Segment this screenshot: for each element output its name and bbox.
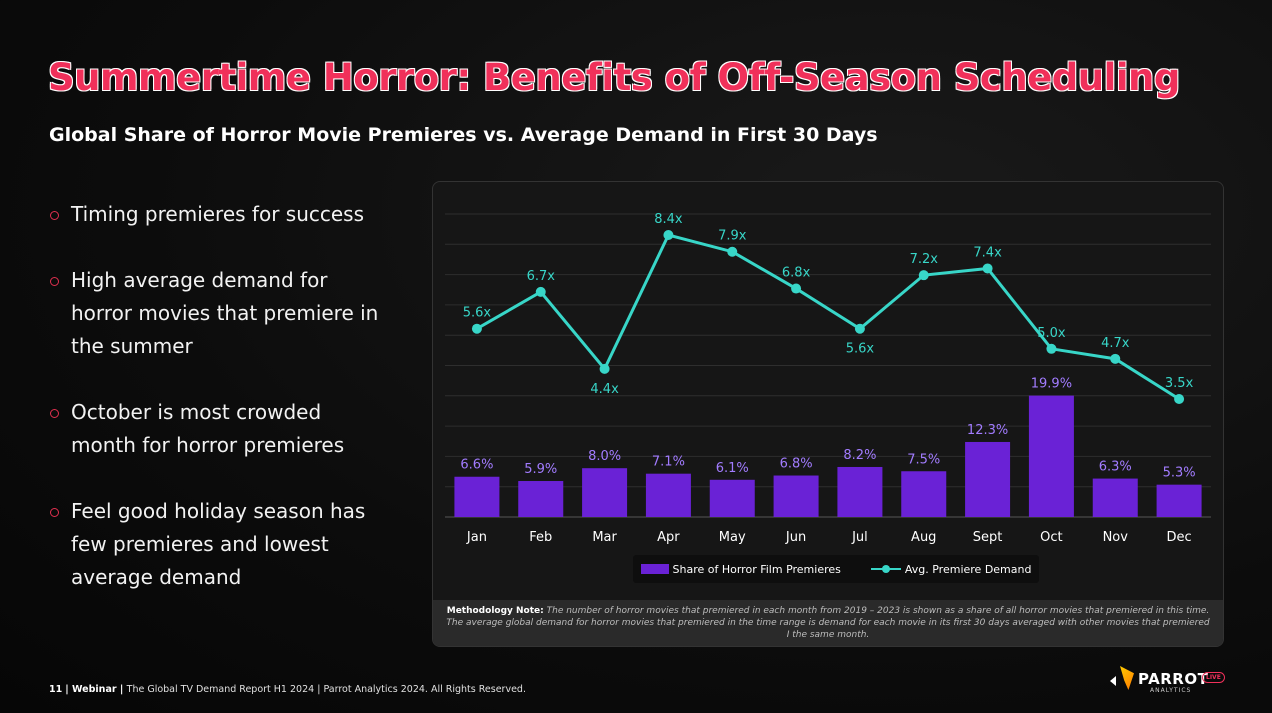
play-triangle-icon (1110, 676, 1116, 686)
line-point-aug (918, 270, 929, 281)
legend-item-line: Avg. Premiere Demand (870, 562, 1032, 576)
footer-report: The Global TV Demand Report H1 2024 (126, 684, 315, 695)
page-title: Summertime Horror: Benefits of Off-Seaso… (48, 56, 1180, 99)
line-point-jan (471, 323, 482, 334)
bullet-text: High average demand for horror movies th… (71, 268, 379, 358)
line-label: 5.0x (1037, 326, 1066, 341)
methodology-label: Methodology Note: (446, 606, 544, 616)
page-subtitle: Global Share of Horror Movie Premieres v… (49, 124, 878, 146)
line-point-sept (982, 263, 993, 274)
line-point-feb (535, 286, 546, 297)
bar-label: 5.3% (1163, 466, 1196, 481)
bar-label: 19.9% (1031, 377, 1072, 392)
x-tick-label: Sept (973, 530, 1003, 545)
bar-jan (454, 476, 500, 517)
bullet-dot-icon (50, 409, 59, 418)
line-point-jul (854, 323, 865, 334)
bar-label: 7.1% (652, 455, 685, 470)
line-label: 7.4x (973, 245, 1002, 260)
line-label: 6.8x (782, 266, 811, 281)
legend-line-label: Avg. Premiere Demand (904, 562, 1032, 576)
chart-legend: Share of Horror Film Premieres Avg. Prem… (633, 555, 1039, 583)
parrot-mark-icon (1120, 666, 1134, 690)
bullet-list: Timing premieres for success High averag… (48, 198, 388, 594)
combo-chart: 6.6% Jan 5.9% Feb 8.0% Mar 7.1% Apr 6.1% May 6.8% J… (445, 212, 1211, 545)
line-point-mar (599, 363, 610, 374)
x-tick-label: Jun (785, 530, 806, 545)
live-badge: LIVE (1202, 672, 1225, 683)
methodology-note: Methodology Note: The number of horror m… (433, 600, 1223, 646)
x-tick-label: Apr (657, 530, 680, 545)
bullet-dot-icon (50, 508, 59, 517)
line-point-oct (1046, 343, 1057, 354)
demand-line (476, 233, 1180, 401)
bar-label: 6.3% (1099, 460, 1132, 475)
logo-name: PARROT (1138, 670, 1209, 688)
bar-label: 8.2% (843, 448, 876, 463)
line-label: 4.7x (1101, 336, 1130, 351)
bar-label: 6.6% (460, 458, 493, 473)
bar-label: 12.3% (967, 423, 1008, 438)
x-tick-label: Oct (1040, 530, 1062, 545)
footer-section: Webinar (72, 684, 117, 695)
x-tick-label: Jan (466, 530, 487, 545)
line-label: 3.5x (1165, 376, 1194, 391)
x-tick-label: Nov (1103, 530, 1129, 545)
line-point-apr (663, 230, 674, 240)
parrot-logo: PARROT ANALYTICS LIVE (1110, 666, 1230, 696)
bullet-text: October is most crowded month for horror… (71, 400, 345, 457)
bar-label: 5.9% (524, 462, 557, 477)
footer-page-number: 11 (49, 684, 63, 695)
bullet-item: October is most crowded month for horror… (48, 396, 388, 462)
legend-item-bars: Share of Horror Film Premieres (640, 562, 841, 576)
x-tick-label: Dec (1167, 530, 1192, 545)
bar-feb (518, 481, 564, 517)
line-label: 7.2x (910, 252, 939, 267)
bar-label: 8.0% (588, 449, 621, 464)
bullet-text: Timing premieres for success (71, 202, 365, 226)
line-point-may (727, 246, 738, 257)
line-label: 6.7x (527, 269, 556, 284)
line-point-jun (791, 283, 802, 294)
bullet-dot-icon (50, 277, 59, 286)
bar-jul (837, 466, 883, 517)
bullet-item: High average demand for horror movies th… (48, 264, 388, 363)
legend-line-swatch (870, 565, 901, 573)
footer: 11 | Webinar | The Global TV Demand Repo… (49, 684, 526, 695)
bar-mar (582, 468, 628, 517)
footer-rights: Parrot Analytics 2024. All Rights Reserv… (323, 684, 526, 695)
bar-aug (901, 471, 947, 517)
bar-dec (1156, 484, 1202, 517)
line-label: 8.4x (654, 212, 683, 227)
chart-panel: 6.6% Jan 5.9% Feb 8.0% Mar 7.1% Apr 6.1% May 6.8% J… (432, 181, 1224, 647)
x-tick-label: May (719, 530, 746, 545)
bar-may (709, 479, 755, 517)
bar-jun (773, 475, 819, 517)
bullet-text: Feel good holiday season has few premier… (71, 499, 366, 589)
line-label: 5.6x (846, 342, 875, 357)
bar-label: 7.5% (907, 452, 940, 467)
line-label: 5.6x (463, 306, 492, 321)
line-label: 7.9x (718, 229, 747, 244)
methodology-text: The number of horror movies that premier… (446, 606, 1210, 640)
x-tick-label: Feb (529, 530, 552, 545)
x-tick-label: Aug (911, 530, 936, 545)
bar-apr (645, 473, 691, 517)
x-tick-label: Jul (851, 530, 868, 545)
bar-label: 6.8% (780, 457, 813, 472)
line-point-dec (1174, 394, 1185, 404)
bar-oct (1028, 395, 1074, 517)
bar-nov (1092, 478, 1138, 517)
bullet-dot-icon (50, 211, 59, 220)
bullet-item: Timing premieres for success (48, 198, 388, 231)
legend-bar-swatch (640, 564, 669, 574)
logo-sub: ANALYTICS (1150, 687, 1192, 694)
legend-bars-label: Share of Horror Film Premieres (672, 562, 841, 576)
line-label: 4.4x (590, 382, 619, 397)
line-point-nov (1110, 353, 1121, 364)
bullet-item: Feel good holiday season has few premier… (48, 495, 388, 594)
x-tick-label: Mar (592, 530, 617, 545)
bar-label: 6.1% (716, 461, 749, 476)
bar-sept (965, 441, 1011, 517)
